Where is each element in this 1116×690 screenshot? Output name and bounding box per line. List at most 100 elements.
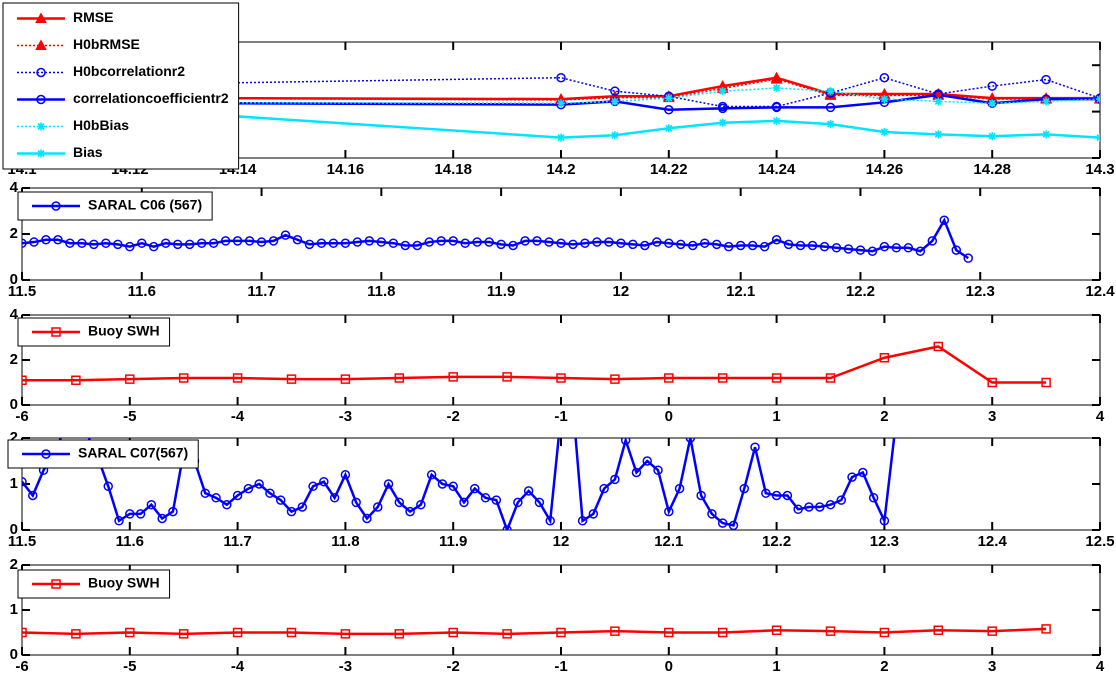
marker bbox=[200, 488, 211, 498]
legend: Buoy SWH bbox=[17, 317, 171, 347]
marker bbox=[513, 497, 523, 508]
marker bbox=[53, 235, 63, 245]
legend-label: correlationcoefficientr2 bbox=[73, 90, 229, 106]
marker bbox=[160, 238, 171, 248]
marker bbox=[168, 506, 178, 517]
marker bbox=[610, 474, 620, 485]
legend: RMSE H0bRMSE H0bcorrelationr2 correlationco… bbox=[2, 2, 240, 170]
axes-box bbox=[21, 187, 1101, 281]
x-tick-label: 4 bbox=[1096, 658, 1105, 675]
marker bbox=[718, 87, 727, 96]
y-tick-label: 2 bbox=[10, 429, 18, 446]
x-tick-label: 12.4 bbox=[978, 533, 1008, 550]
marker bbox=[184, 239, 195, 250]
axes-box bbox=[21, 314, 1101, 406]
series-line bbox=[22, 87, 1100, 104]
x-tick-label: 4 bbox=[1096, 408, 1105, 425]
marker bbox=[933, 341, 944, 352]
marker bbox=[988, 132, 997, 141]
marker bbox=[28, 490, 38, 501]
marker bbox=[814, 502, 825, 512]
marker bbox=[400, 240, 411, 251]
y-tick-label: 0 bbox=[10, 271, 18, 288]
marker bbox=[588, 509, 599, 519]
marker bbox=[1042, 97, 1051, 106]
marker bbox=[819, 241, 830, 252]
marker bbox=[610, 86, 620, 96]
x-tick-label: 12.2 bbox=[846, 283, 875, 300]
marker bbox=[759, 241, 770, 252]
legend-label: H0bBias bbox=[73, 117, 129, 133]
marker bbox=[37, 149, 45, 158]
marker bbox=[316, 238, 327, 248]
marker bbox=[610, 626, 620, 636]
marker bbox=[735, 240, 746, 251]
x-tick-label: -5 bbox=[123, 408, 136, 425]
marker bbox=[723, 241, 734, 252]
marker bbox=[480, 493, 491, 503]
marker bbox=[232, 627, 243, 638]
marker bbox=[523, 486, 534, 496]
marker bbox=[951, 245, 962, 255]
marker bbox=[459, 497, 469, 508]
y-tick-label: 4 bbox=[10, 306, 19, 323]
marker bbox=[22, 476, 27, 487]
marker bbox=[728, 520, 739, 530]
marker bbox=[987, 81, 997, 91]
marker bbox=[286, 627, 297, 638]
marker bbox=[292, 235, 303, 245]
marker bbox=[770, 73, 783, 84]
marker bbox=[51, 327, 61, 337]
marker bbox=[22, 375, 27, 385]
legend-label: RMSE bbox=[73, 9, 113, 25]
marker bbox=[113, 239, 123, 250]
marker bbox=[532, 236, 542, 246]
marker bbox=[664, 373, 674, 383]
marker bbox=[36, 94, 46, 105]
marker bbox=[545, 516, 555, 526]
marker bbox=[89, 239, 99, 250]
marker bbox=[280, 230, 291, 240]
y-tick-label: 0 bbox=[10, 396, 18, 413]
marker bbox=[771, 490, 782, 501]
y-tick-label: 0 bbox=[10, 521, 18, 538]
marker bbox=[761, 488, 771, 498]
marker bbox=[664, 238, 674, 248]
marker bbox=[51, 579, 61, 589]
series-line bbox=[22, 76, 1100, 101]
marker bbox=[836, 495, 847, 505]
plot-area bbox=[22, 624, 1051, 639]
marker bbox=[1041, 74, 1051, 85]
marker bbox=[880, 128, 889, 137]
x-tick-label: 11.6 bbox=[128, 283, 156, 300]
marker bbox=[383, 479, 394, 489]
marker bbox=[208, 238, 219, 248]
marker bbox=[394, 497, 405, 508]
x-tick-label: 12.5 bbox=[1085, 533, 1114, 550]
marker bbox=[825, 373, 836, 383]
marker bbox=[340, 374, 351, 384]
marker bbox=[879, 241, 890, 252]
marker bbox=[847, 472, 857, 482]
marker bbox=[256, 237, 267, 247]
marker bbox=[688, 240, 698, 251]
marker bbox=[308, 481, 318, 492]
legend: SARAL C07(567) bbox=[7, 439, 199, 469]
marker bbox=[826, 87, 835, 96]
marker bbox=[319, 476, 329, 487]
marker bbox=[879, 72, 890, 83]
marker bbox=[211, 493, 221, 503]
plot-area bbox=[22, 71, 1100, 142]
marker bbox=[72, 416, 80, 424]
y-tick-label: 1 bbox=[10, 475, 18, 492]
marker bbox=[460, 238, 470, 248]
x-tick-label: -1 bbox=[554, 658, 567, 675]
marker bbox=[364, 236, 375, 246]
x-tick-label: 14.28 bbox=[973, 161, 1011, 178]
marker bbox=[362, 513, 372, 524]
marker bbox=[771, 102, 782, 113]
x-tick-label: 11.5 bbox=[8, 283, 36, 300]
marker bbox=[472, 237, 482, 247]
marker bbox=[77, 238, 87, 248]
marker bbox=[826, 120, 835, 129]
